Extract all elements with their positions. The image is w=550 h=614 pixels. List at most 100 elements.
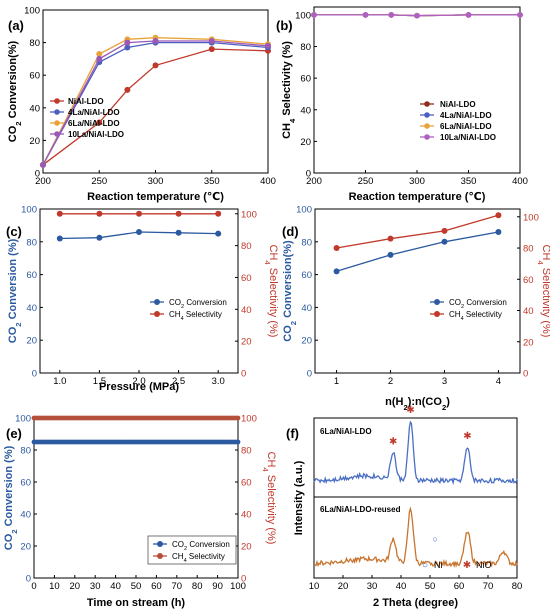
- x-axis-title: Reaction temperature (℃): [87, 191, 224, 203]
- text-part: Conversion(%): [7, 40, 19, 121]
- data-point: [56, 235, 63, 242]
- y-tick-label-right: 60: [523, 275, 534, 286]
- text-part: ):n(CO: [408, 396, 443, 408]
- text-part: Selectivity (%): [267, 265, 279, 338]
- x-tick-label: 2.0: [132, 376, 145, 387]
- y-tick-label-right: 0: [523, 369, 528, 380]
- text-part: CH: [267, 245, 279, 261]
- legend-marker: [157, 553, 163, 559]
- y-tick-label: 60: [26, 270, 37, 281]
- y-tick-label: 40: [29, 103, 40, 114]
- x-tick-label: 10: [49, 581, 60, 592]
- nio-marker: ✱: [389, 436, 397, 447]
- subscript: 4: [537, 260, 546, 265]
- x-tick-label: 20: [338, 581, 349, 592]
- data-point: [215, 230, 222, 237]
- nio-marker: ✱: [406, 405, 414, 416]
- text-part: Conversion: [187, 540, 230, 549]
- y-axis-title-right: CH4 Selectivity (%): [262, 452, 278, 545]
- y-axis-title: CH4 Selectivity (%): [281, 41, 297, 139]
- data-point: [175, 229, 182, 236]
- y-axis-title-right: CH4 Selectivity (%): [537, 245, 550, 338]
- xrd-pattern: [313, 506, 518, 569]
- x-tick-label: 400: [512, 176, 528, 187]
- y-tick-label-right: 20: [241, 337, 252, 348]
- text-part: CO: [3, 533, 15, 550]
- legend-label: 6La/NiAl-LDO: [68, 119, 120, 128]
- y-tick-label: 0: [307, 369, 312, 380]
- text-part: CH: [449, 310, 461, 319]
- nio-marker: ✱: [463, 431, 471, 442]
- x-tick-label: 40: [110, 581, 121, 592]
- y-tick-label: 0: [306, 169, 311, 180]
- legend-marker: [424, 134, 430, 140]
- legend-marker: [434, 311, 440, 317]
- y-tick-label: 60: [300, 74, 311, 85]
- data-point: [208, 37, 215, 44]
- text-part: Conversion: [184, 298, 227, 307]
- legend-box: [425, 294, 517, 322]
- legend-label: CH4 Selectivity: [449, 310, 502, 322]
- text-part: Conversion(%): [282, 240, 294, 321]
- panel-label: (a): [8, 18, 24, 33]
- data-point: [235, 415, 241, 421]
- y-axis-title: CO2 Conversion(%): [7, 40, 23, 142]
- data-point: [387, 235, 394, 242]
- text-part: Selectivity: [464, 310, 502, 319]
- y-axis-title-left: CO2 Conversion (%): [7, 238, 23, 343]
- data-point: [235, 439, 241, 445]
- legend-marker: [54, 109, 60, 115]
- text-part: CH: [172, 552, 184, 561]
- y-axis-title-left: CO2 Conversion (%): [3, 445, 19, 550]
- series-line: [336, 231, 499, 272]
- legend-label: NiO: [476, 560, 492, 570]
- x-tick-label: 1.5: [93, 376, 106, 387]
- legend-label: 6La/NiAl-LDO: [440, 122, 492, 131]
- text-part: Selectivity (%): [540, 265, 550, 338]
- data-point: [56, 210, 63, 217]
- y-tick-label: 0: [32, 369, 37, 380]
- legend-box: [147, 535, 237, 565]
- y-tick-label-right: 60: [241, 478, 252, 489]
- x-tick-label: 50: [425, 581, 436, 592]
- data-point: [96, 210, 103, 217]
- legend-label: NiAl-LDO: [440, 100, 476, 109]
- text-part: Selectivity (%): [281, 41, 293, 119]
- text-part: n(H: [385, 396, 403, 408]
- subscript: 2: [14, 121, 23, 125]
- y-tick-label: 80: [29, 38, 40, 49]
- x-axis-title: Time on stream (h): [87, 597, 186, 609]
- subscript: 4: [288, 118, 297, 123]
- x-tick-label: 1.0: [53, 376, 66, 387]
- x-tick-label: 30: [367, 581, 378, 592]
- x-tick-label: 40: [396, 581, 407, 592]
- text-part: Selectivity: [184, 310, 222, 319]
- data-point: [414, 12, 420, 19]
- y-axis-title-right: CH4 Selectivity (%): [264, 245, 280, 338]
- y-tick-label: 20: [300, 137, 311, 148]
- legend-label: NiAl-LDO: [68, 97, 104, 106]
- data-point: [96, 119, 103, 126]
- legend-marker: [424, 101, 430, 107]
- x-tick-label: 3: [442, 376, 447, 387]
- data-point: [388, 12, 395, 18]
- ni-legend-marker: ○: [422, 560, 428, 571]
- subscript: 4: [264, 260, 273, 265]
- y-tick-label: 40: [300, 105, 311, 116]
- legend-marker: [424, 123, 430, 129]
- subscript: 2: [461, 304, 464, 310]
- text-part: CO: [7, 125, 19, 142]
- text-part: CO: [449, 298, 461, 307]
- legend-marker: [154, 311, 160, 317]
- series-line: [42, 48, 269, 166]
- y-axis-title-left: CO2 Conversion(%): [282, 240, 298, 342]
- subscript: 4: [461, 316, 464, 322]
- y-tick-label: 20: [29, 136, 40, 147]
- data-point: [124, 86, 131, 93]
- y-tick-label-right: 100: [241, 414, 257, 425]
- legend-box: [145, 294, 235, 322]
- text-part: CH: [265, 452, 277, 468]
- panel-label: (c): [6, 224, 22, 239]
- x-tick-label: 1: [334, 376, 339, 387]
